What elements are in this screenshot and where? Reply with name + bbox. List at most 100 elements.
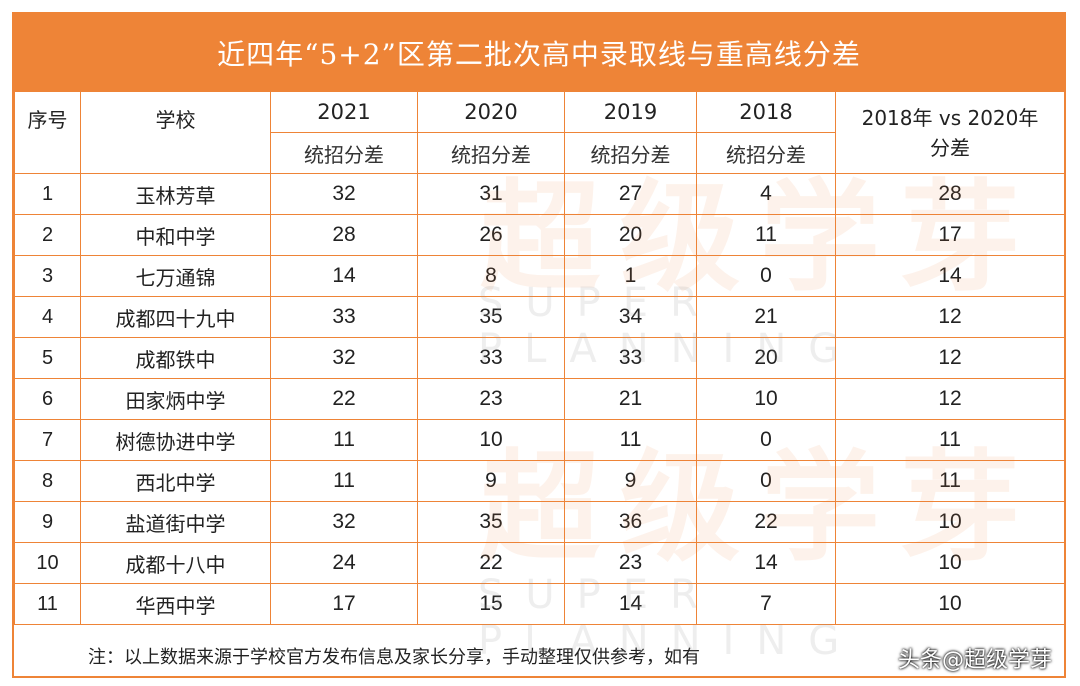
cell-y2018: 7 bbox=[696, 583, 836, 625]
cell-diff: 10 bbox=[835, 542, 1065, 584]
cell-y2018: 21 bbox=[696, 296, 836, 338]
cell-idx: 8 bbox=[14, 460, 81, 502]
table-row: 7 树德协进中学 11 10 11 0 11 bbox=[14, 419, 1065, 461]
cell-y2021: 28 bbox=[270, 214, 418, 256]
cell-y2020: 35 bbox=[417, 501, 565, 543]
cell-y2019: 1 bbox=[564, 255, 697, 297]
cell-diff: 12 bbox=[835, 378, 1065, 420]
cell-diff: 11 bbox=[835, 460, 1065, 502]
cell-name: 玉林芳草 bbox=[80, 173, 271, 215]
cell-diff: 12 bbox=[835, 337, 1065, 379]
table-row: 3 七万通锦 14 8 1 0 14 bbox=[14, 255, 1065, 297]
header-school: 学校 bbox=[80, 91, 271, 174]
footnote: 注：以上数据来源于学校官方发布信息及家长分享，手动整理仅供参考，如有 bbox=[88, 647, 700, 668]
cell-y2021: 14 bbox=[270, 255, 418, 297]
cell-idx: 5 bbox=[14, 337, 81, 379]
cell-y2020: 33 bbox=[417, 337, 565, 379]
cell-y2020: 31 bbox=[417, 173, 565, 215]
cell-idx: 7 bbox=[14, 419, 81, 461]
credit-overlay: 头条@超级学芽 bbox=[897, 648, 1052, 673]
cell-y2018: 20 bbox=[696, 337, 836, 379]
header-sub: 统招分差 bbox=[270, 132, 418, 174]
cell-y2018: 11 bbox=[696, 214, 836, 256]
cell-name: 田家炳中学 bbox=[80, 378, 271, 420]
score-table: 序号 学校 2021 2020 2019 2018 2018年 vs 2020年… bbox=[14, 91, 1065, 625]
table-row: 1 玉林芳草 32 31 27 4 28 bbox=[14, 173, 1065, 215]
header-index: 序号 bbox=[14, 91, 81, 174]
cell-name: 华西中学 bbox=[80, 583, 271, 625]
header-year: 2021 bbox=[270, 91, 418, 133]
header-sub: 统招分差 bbox=[417, 132, 565, 174]
header-year: 2020 bbox=[417, 91, 565, 133]
cell-y2021: 24 bbox=[270, 542, 418, 584]
cell-y2018: 0 bbox=[696, 460, 836, 502]
cell-y2021: 32 bbox=[270, 501, 418, 543]
cell-y2020: 26 bbox=[417, 214, 565, 256]
cell-y2020: 8 bbox=[417, 255, 565, 297]
cell-idx: 6 bbox=[14, 378, 81, 420]
cell-y2018: 4 bbox=[696, 173, 836, 215]
cell-idx: 9 bbox=[14, 501, 81, 543]
cell-y2020: 23 bbox=[417, 378, 565, 420]
cell-y2021: 32 bbox=[270, 173, 418, 215]
cell-y2018: 22 bbox=[696, 501, 836, 543]
cell-diff: 11 bbox=[835, 419, 1065, 461]
cell-idx: 2 bbox=[14, 214, 81, 256]
cell-y2021: 32 bbox=[270, 337, 418, 379]
cell-y2019: 27 bbox=[564, 173, 697, 215]
cell-diff: 10 bbox=[835, 501, 1065, 543]
table-row: 6 田家炳中学 22 23 21 10 12 bbox=[14, 378, 1065, 420]
cell-y2020: 15 bbox=[417, 583, 565, 625]
cell-y2018: 14 bbox=[696, 542, 836, 584]
cell-y2019: 20 bbox=[564, 214, 697, 256]
table-row: 4 成都四十九中 33 35 34 21 12 bbox=[14, 296, 1065, 338]
cell-y2021: 11 bbox=[270, 460, 418, 502]
cell-name: 七万通锦 bbox=[80, 255, 271, 297]
header-year: 2019 bbox=[564, 91, 697, 133]
cell-y2019: 21 bbox=[564, 378, 697, 420]
table-row: 9 盐道街中学 32 35 36 22 10 bbox=[14, 501, 1065, 543]
cell-name: 成都铁中 bbox=[80, 337, 271, 379]
cell-y2019: 34 bbox=[564, 296, 697, 338]
cell-diff: 12 bbox=[835, 296, 1065, 338]
cell-name: 盐道街中学 bbox=[80, 501, 271, 543]
table-row: 11 华西中学 17 15 14 7 10 bbox=[14, 583, 1065, 625]
cell-y2018: 0 bbox=[696, 419, 836, 461]
cell-y2021: 17 bbox=[270, 583, 418, 625]
cell-y2019: 23 bbox=[564, 542, 697, 584]
cell-y2019: 11 bbox=[564, 419, 697, 461]
cell-diff: 17 bbox=[835, 214, 1065, 256]
cell-y2020: 22 bbox=[417, 542, 565, 584]
cell-y2019: 33 bbox=[564, 337, 697, 379]
cell-idx: 11 bbox=[14, 583, 81, 625]
table-row: 10 成都十八中 24 22 23 14 10 bbox=[14, 542, 1065, 584]
table-row: 8 西北中学 11 9 9 0 11 bbox=[14, 460, 1065, 502]
header-diff-line2: 分差 bbox=[930, 135, 970, 160]
cell-y2020: 9 bbox=[417, 460, 565, 502]
cell-diff: 28 bbox=[835, 173, 1065, 215]
cell-idx: 4 bbox=[14, 296, 81, 338]
header-diff: 2018年 vs 2020年 分差 bbox=[835, 91, 1065, 174]
table-row: 2 中和中学 28 26 20 11 17 bbox=[14, 214, 1065, 256]
cell-y2019: 36 bbox=[564, 501, 697, 543]
header-row-years: 序号 学校 2021 2020 2019 2018 2018年 vs 2020年… bbox=[14, 91, 1065, 174]
cell-y2020: 10 bbox=[417, 419, 565, 461]
cell-y2019: 14 bbox=[564, 583, 697, 625]
cell-name: 西北中学 bbox=[80, 460, 271, 502]
cell-name: 树德协进中学 bbox=[80, 419, 271, 461]
header-sub: 统招分差 bbox=[696, 132, 836, 174]
cell-diff: 10 bbox=[835, 583, 1065, 625]
header-year: 2018 bbox=[696, 91, 836, 133]
header-diff-line1: 2018年 vs 2020年 bbox=[861, 105, 1039, 130]
cell-diff: 14 bbox=[835, 255, 1065, 297]
cell-y2021: 33 bbox=[270, 296, 418, 338]
cell-y2019: 9 bbox=[564, 460, 697, 502]
cell-idx: 1 bbox=[14, 173, 81, 215]
cell-name: 成都十八中 bbox=[80, 542, 271, 584]
table-frame: 近四年“5+2”区第二批次高中录取线与重高线分差 序号 学校 2021 2020… bbox=[12, 12, 1066, 678]
cell-y2021: 11 bbox=[270, 419, 418, 461]
cell-idx: 10 bbox=[14, 542, 81, 584]
header-sub: 统招分差 bbox=[564, 132, 697, 174]
table-title: 近四年“5+2”区第二批次高中录取线与重高线分差 bbox=[14, 14, 1064, 91]
cell-y2018: 10 bbox=[696, 378, 836, 420]
